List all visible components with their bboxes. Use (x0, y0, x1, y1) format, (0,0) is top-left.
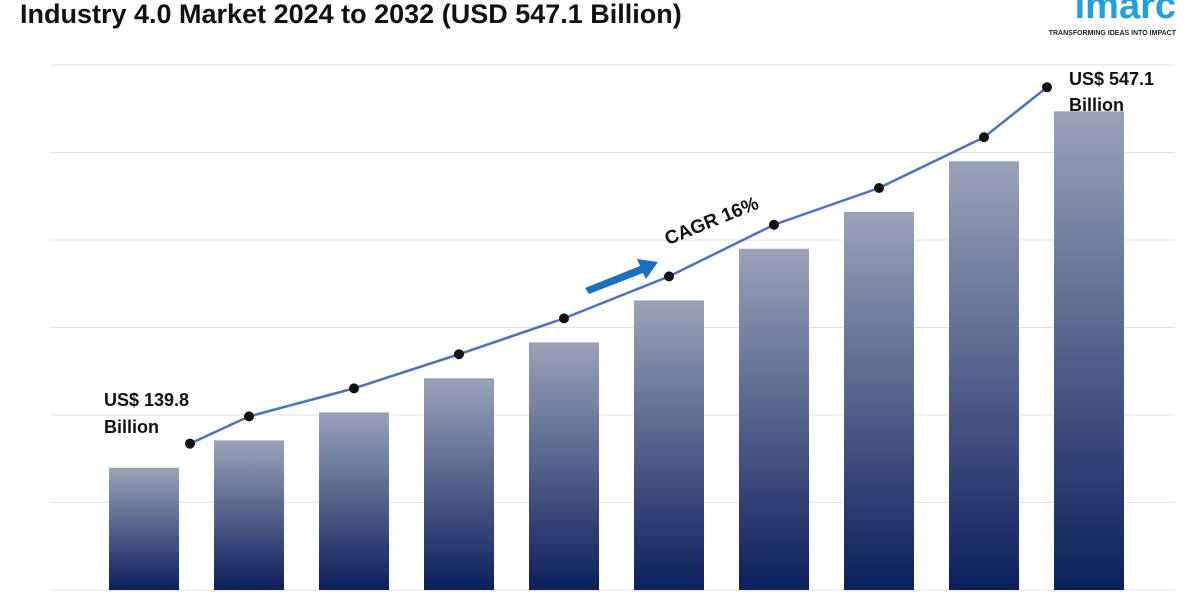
trend-point (874, 183, 884, 193)
end-label: US$ 547.1 (1069, 69, 1154, 89)
trend-point (454, 349, 464, 360)
trend-point (1042, 82, 1052, 93)
chart-title: Industry 4.0 Market 2024 to 2032 (USD 54… (20, 0, 682, 29)
trend-point (244, 411, 254, 422)
bar (109, 467, 179, 590)
trend-point (979, 132, 989, 143)
logo: imarc (1075, 0, 1176, 27)
trend-point (185, 438, 195, 449)
start-label: Billion (104, 417, 159, 437)
bar (1054, 111, 1124, 590)
trend-point (664, 271, 674, 282)
cagr-label: CAGR 16% (662, 193, 762, 250)
cagr-arrow (585, 259, 658, 294)
trend-point (559, 313, 569, 324)
bar (634, 300, 704, 590)
bar (949, 161, 1019, 590)
end-label: Billion (1069, 95, 1124, 115)
trend-point (769, 219, 779, 230)
bar (424, 378, 494, 590)
bar (739, 248, 809, 590)
bar (214, 440, 284, 590)
trend-line (189, 86, 1048, 445)
trend-point (349, 383, 359, 394)
start-label: US$ 139.8 (104, 390, 189, 410)
bar (844, 212, 914, 590)
bar (529, 342, 599, 590)
tagline: TRANSFORMING IDEAS INTO IMPACT (1049, 30, 1177, 37)
bar (319, 412, 389, 590)
